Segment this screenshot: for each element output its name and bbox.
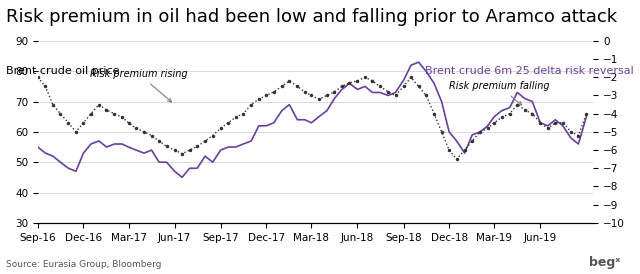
Text: Source: Eurasia Group, Bloomberg: Source: Eurasia Group, Bloomberg (6, 259, 162, 269)
Text: Risk premium in oil had been low and falling prior to Aramco attack: Risk premium in oil had been low and fal… (6, 8, 618, 26)
Text: Risk premium rising: Risk premium rising (90, 69, 188, 102)
Text: Brent crude oil price: Brent crude oil price (6, 66, 120, 76)
Text: Brent crude 6m 25 delta risk reversal: Brent crude 6m 25 delta risk reversal (425, 66, 634, 76)
Text: Risk premium falling: Risk premium falling (449, 81, 550, 105)
Text: begˣ: begˣ (589, 256, 621, 269)
